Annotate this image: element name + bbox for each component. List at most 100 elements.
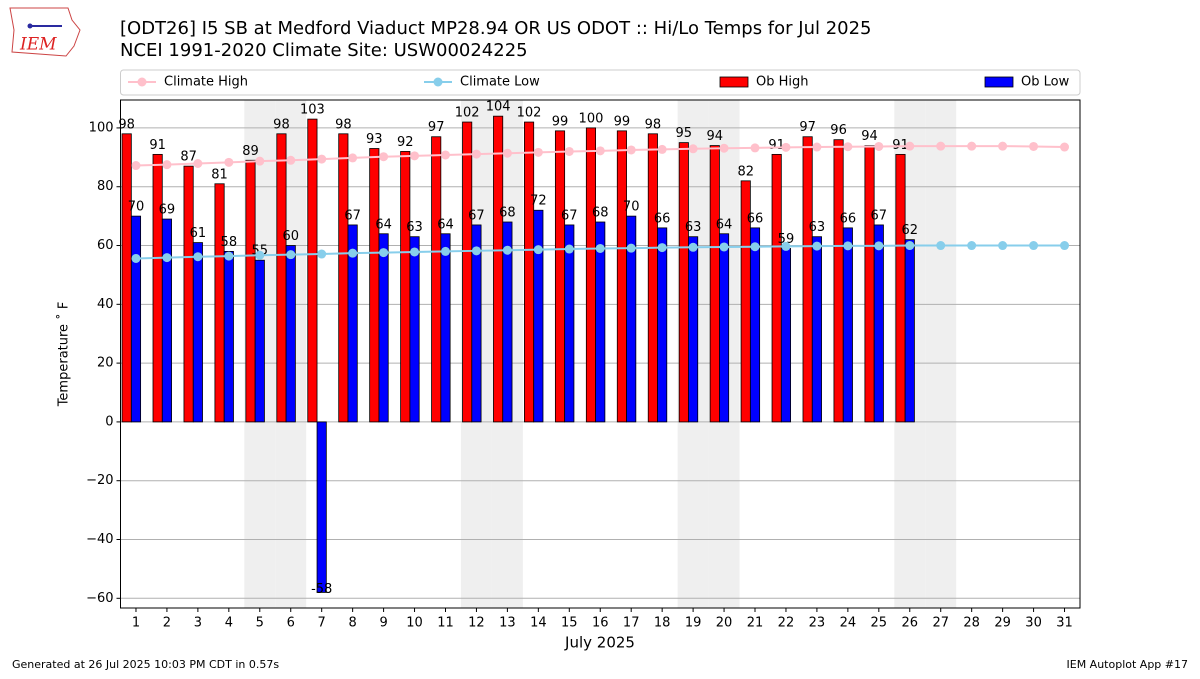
bar — [121, 133, 132, 423]
line-marker — [348, 248, 358, 258]
x-tick-label: 8 — [348, 616, 356, 631]
line-marker — [533, 245, 543, 255]
line-marker — [564, 146, 574, 156]
bar — [223, 251, 234, 423]
y-tick-label: 0 — [105, 414, 113, 429]
line-marker — [874, 241, 884, 251]
line-marker — [286, 250, 296, 260]
x-tick-label: 9 — [379, 616, 387, 631]
line-marker — [967, 141, 977, 151]
bar — [285, 245, 296, 423]
y-tick-label: 20 — [97, 356, 114, 371]
line-marker — [719, 242, 729, 252]
bar — [657, 227, 668, 423]
line-marker — [781, 142, 791, 152]
x-tick-label: 28 — [963, 616, 980, 631]
line-marker — [255, 250, 265, 260]
y-tick-label: 60 — [97, 238, 114, 253]
x-tick-label: 1 — [132, 616, 140, 631]
line-marker — [471, 246, 481, 256]
legend-marker — [137, 77, 147, 87]
data-label: 102 — [455, 106, 480, 121]
x-tick-label: 5 — [256, 616, 264, 631]
bar — [378, 233, 389, 423]
bar — [595, 221, 606, 423]
line-marker — [843, 241, 853, 251]
logo-outline — [9, 7, 81, 57]
data-label: 63 — [685, 220, 702, 235]
bar — [678, 142, 689, 423]
bar — [369, 148, 380, 423]
bar — [493, 115, 504, 423]
line-marker — [936, 141, 946, 151]
data-label: 61 — [190, 226, 207, 241]
bar — [462, 121, 473, 423]
line-marker — [410, 151, 420, 161]
line-marker — [626, 243, 636, 253]
line-marker — [998, 141, 1008, 151]
data-label: 70 — [128, 200, 145, 215]
bar — [400, 151, 411, 423]
chart-title: [ODT26] I5 SB at Medford Viaduct MP28.94… — [120, 18, 872, 39]
bar — [802, 136, 813, 423]
x-tick-label: 19 — [685, 616, 702, 631]
data-label: 59 — [778, 232, 795, 247]
line-marker — [1029, 141, 1039, 151]
data-label: 94 — [706, 129, 723, 144]
line-marker — [657, 243, 667, 253]
data-label: 63 — [406, 220, 423, 235]
bar — [904, 239, 915, 423]
line-marker — [440, 246, 450, 256]
line-marker — [657, 144, 667, 154]
line-marker — [874, 141, 884, 151]
x-tick-label: 20 — [716, 616, 733, 631]
data-label: -58 — [311, 582, 332, 597]
line-marker — [379, 152, 389, 162]
bar — [719, 233, 730, 423]
x-tick-label: 21 — [747, 616, 764, 631]
data-label: 82 — [737, 164, 754, 179]
line-marker — [905, 241, 915, 251]
line-marker — [719, 143, 729, 153]
bar — [688, 236, 699, 423]
bar — [130, 215, 142, 423]
x-tick-label: 24 — [840, 616, 857, 631]
line-marker — [626, 145, 636, 155]
line-marker — [224, 157, 234, 167]
bar — [626, 215, 637, 423]
data-label: 72 — [530, 194, 547, 209]
bar — [771, 153, 782, 423]
line-marker — [750, 242, 760, 252]
line-marker — [317, 154, 327, 164]
bar — [431, 136, 442, 423]
data-label: 63 — [809, 220, 826, 235]
bar — [585, 127, 597, 423]
line-marker — [1060, 241, 1070, 251]
bar — [276, 133, 287, 423]
line-marker — [1060, 142, 1070, 152]
x-tick-label: 22 — [778, 616, 795, 631]
data-label: 64 — [437, 217, 454, 232]
x-tick-label: 15 — [561, 616, 578, 631]
data-label: 69 — [159, 203, 176, 218]
legend-label: Ob Low — [1021, 75, 1070, 90]
data-label: 94 — [861, 129, 878, 144]
data-label: 68 — [592, 206, 609, 221]
bar — [533, 209, 544, 423]
x-tick-label: 29 — [994, 616, 1011, 631]
bar — [780, 248, 792, 423]
data-label: 104 — [486, 100, 511, 115]
bar — [749, 227, 761, 423]
data-label: 98 — [645, 117, 662, 132]
x-tick-label: 23 — [809, 616, 826, 631]
line-marker — [224, 251, 234, 261]
data-label: 99 — [614, 114, 631, 129]
line-marker — [533, 147, 543, 157]
line-marker — [379, 248, 389, 258]
bar — [864, 145, 875, 423]
x-tick-label: 17 — [623, 616, 640, 631]
bar — [833, 139, 844, 423]
x-tick-label: 6 — [287, 616, 295, 631]
data-label: 97 — [428, 120, 445, 135]
bar — [161, 218, 172, 423]
